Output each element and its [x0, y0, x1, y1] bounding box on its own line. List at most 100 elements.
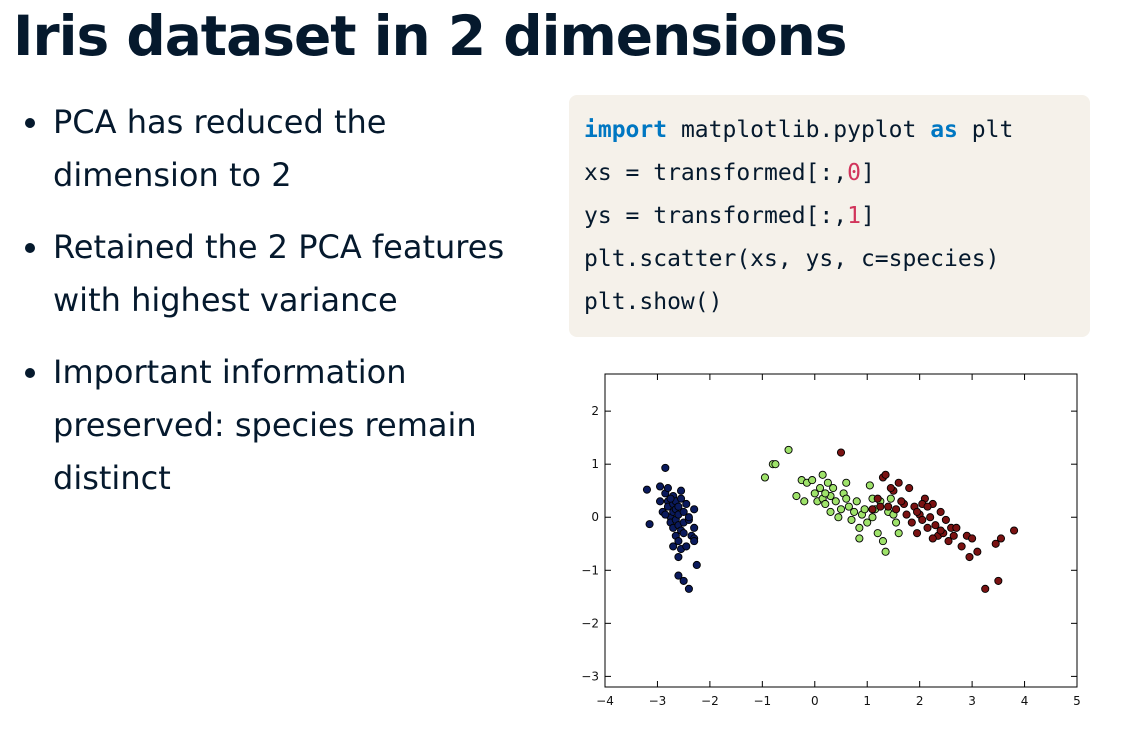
data-point — [690, 523, 699, 532]
data-point — [996, 534, 1006, 543]
data-point — [873, 494, 882, 503]
data-point — [949, 531, 958, 540]
data-point — [674, 502, 683, 511]
data-point — [844, 502, 853, 511]
data-point — [676, 486, 686, 495]
code-line: import matplotlib.pyplot as plt — [584, 109, 1090, 152]
data-point — [897, 497, 906, 506]
data-point — [821, 489, 830, 498]
x-tick-label: −2 — [701, 694, 719, 708]
data-point — [679, 576, 688, 585]
data-point — [852, 497, 861, 506]
data-point — [928, 534, 937, 543]
code-text: matplotlib.pyplot — [667, 117, 931, 143]
code-line: ys = transformed[:,1] — [584, 195, 1090, 238]
data-point — [800, 497, 809, 506]
code-text: ys = transformed[:, — [584, 203, 848, 229]
data-point — [855, 523, 864, 532]
data-point — [663, 484, 672, 493]
data-point — [690, 537, 699, 546]
code-keyword: as — [930, 117, 958, 143]
code-number: 1 — [847, 203, 861, 229]
data-point — [690, 505, 699, 514]
data-point — [1010, 526, 1019, 535]
data-point — [926, 513, 935, 522]
data-point — [850, 507, 859, 516]
data-point — [792, 491, 801, 501]
data-point — [965, 552, 974, 562]
data-point — [868, 505, 877, 514]
data-point — [878, 537, 888, 546]
data-point — [912, 507, 922, 516]
bullet-text: Retained the 2 PCA features with highest… — [53, 228, 505, 319]
code-block: import matplotlib.pyplot as plt xs = tra… — [569, 95, 1090, 337]
data-point — [674, 571, 683, 580]
data-point — [810, 489, 819, 498]
data-point — [676, 494, 686, 503]
y-tick-label: −3 — [581, 669, 599, 683]
data-point — [931, 521, 940, 530]
x-tick-label: 0 — [811, 694, 819, 708]
x-tick-label: −4 — [596, 694, 614, 708]
data-point — [821, 499, 830, 509]
data-point — [941, 515, 950, 524]
data-point — [847, 515, 856, 524]
data-point — [873, 529, 882, 538]
code-text: xs = transformed[:, — [584, 160, 848, 186]
data-point — [936, 526, 945, 535]
data-point — [815, 484, 825, 493]
data-point — [760, 473, 770, 482]
data-point — [836, 448, 846, 457]
data-point — [855, 534, 864, 543]
code-text: plt — [957, 117, 1014, 143]
code-text: ] — [860, 203, 875, 229]
data-point — [684, 584, 693, 593]
data-point — [991, 539, 1000, 548]
data-point — [823, 478, 832, 487]
code-text: ] — [860, 160, 875, 186]
code-number: 0 — [847, 160, 861, 186]
code-line: plt.scatter(xs, ys, c=species) — [584, 246, 1000, 272]
data-point — [842, 494, 851, 503]
data-point — [868, 513, 877, 522]
data-point — [894, 478, 903, 487]
data-point — [684, 513, 693, 522]
y-tick-label: −2 — [581, 616, 599, 630]
data-point — [642, 485, 652, 494]
data-point — [981, 584, 990, 593]
data-point — [944, 537, 953, 546]
data-point — [784, 445, 793, 454]
bullet-text: Important information preserved: species… — [53, 353, 477, 497]
data-point — [661, 463, 670, 472]
x-tick-label: 2 — [916, 694, 924, 708]
data-point — [876, 502, 885, 511]
data-point — [656, 497, 665, 506]
data-point — [923, 502, 932, 511]
bullet-dot-icon — [25, 243, 35, 253]
data-point — [669, 542, 678, 551]
data-point — [666, 494, 675, 503]
data-point — [892, 505, 901, 514]
bullet-item: PCA has reduced the dimension to 2 — [22, 96, 552, 202]
data-point — [881, 547, 890, 556]
data-point — [834, 513, 843, 522]
bullet-item: Important information preserved: species… — [22, 346, 552, 505]
x-tick-label: −3 — [649, 694, 667, 708]
bullet-item: Retained the 2 PCA features with highest… — [22, 221, 552, 327]
data-point — [860, 505, 869, 514]
data-point — [973, 547, 982, 556]
data-point — [829, 484, 838, 493]
data-point — [892, 518, 901, 527]
scatter-plot: −4 −3 −2 −1 0 1 2 3 4 5 −3 −2 −1 0 1 2 — [581, 373, 1081, 708]
x-tick-label: −1 — [753, 694, 771, 708]
y-tick-label: 2 — [591, 404, 599, 418]
bullet-text: PCA has reduced the dimension to 2 — [53, 103, 387, 194]
code-line: plt.show() — [584, 289, 723, 315]
data-point — [682, 499, 691, 509]
data-point — [679, 529, 688, 538]
data-point — [808, 476, 817, 485]
data-point — [881, 470, 890, 479]
bullet-list: PCA has reduced the dimension to 2 Retai… — [22, 96, 552, 524]
data-point — [994, 576, 1003, 585]
y-tick-label: −1 — [581, 563, 599, 577]
